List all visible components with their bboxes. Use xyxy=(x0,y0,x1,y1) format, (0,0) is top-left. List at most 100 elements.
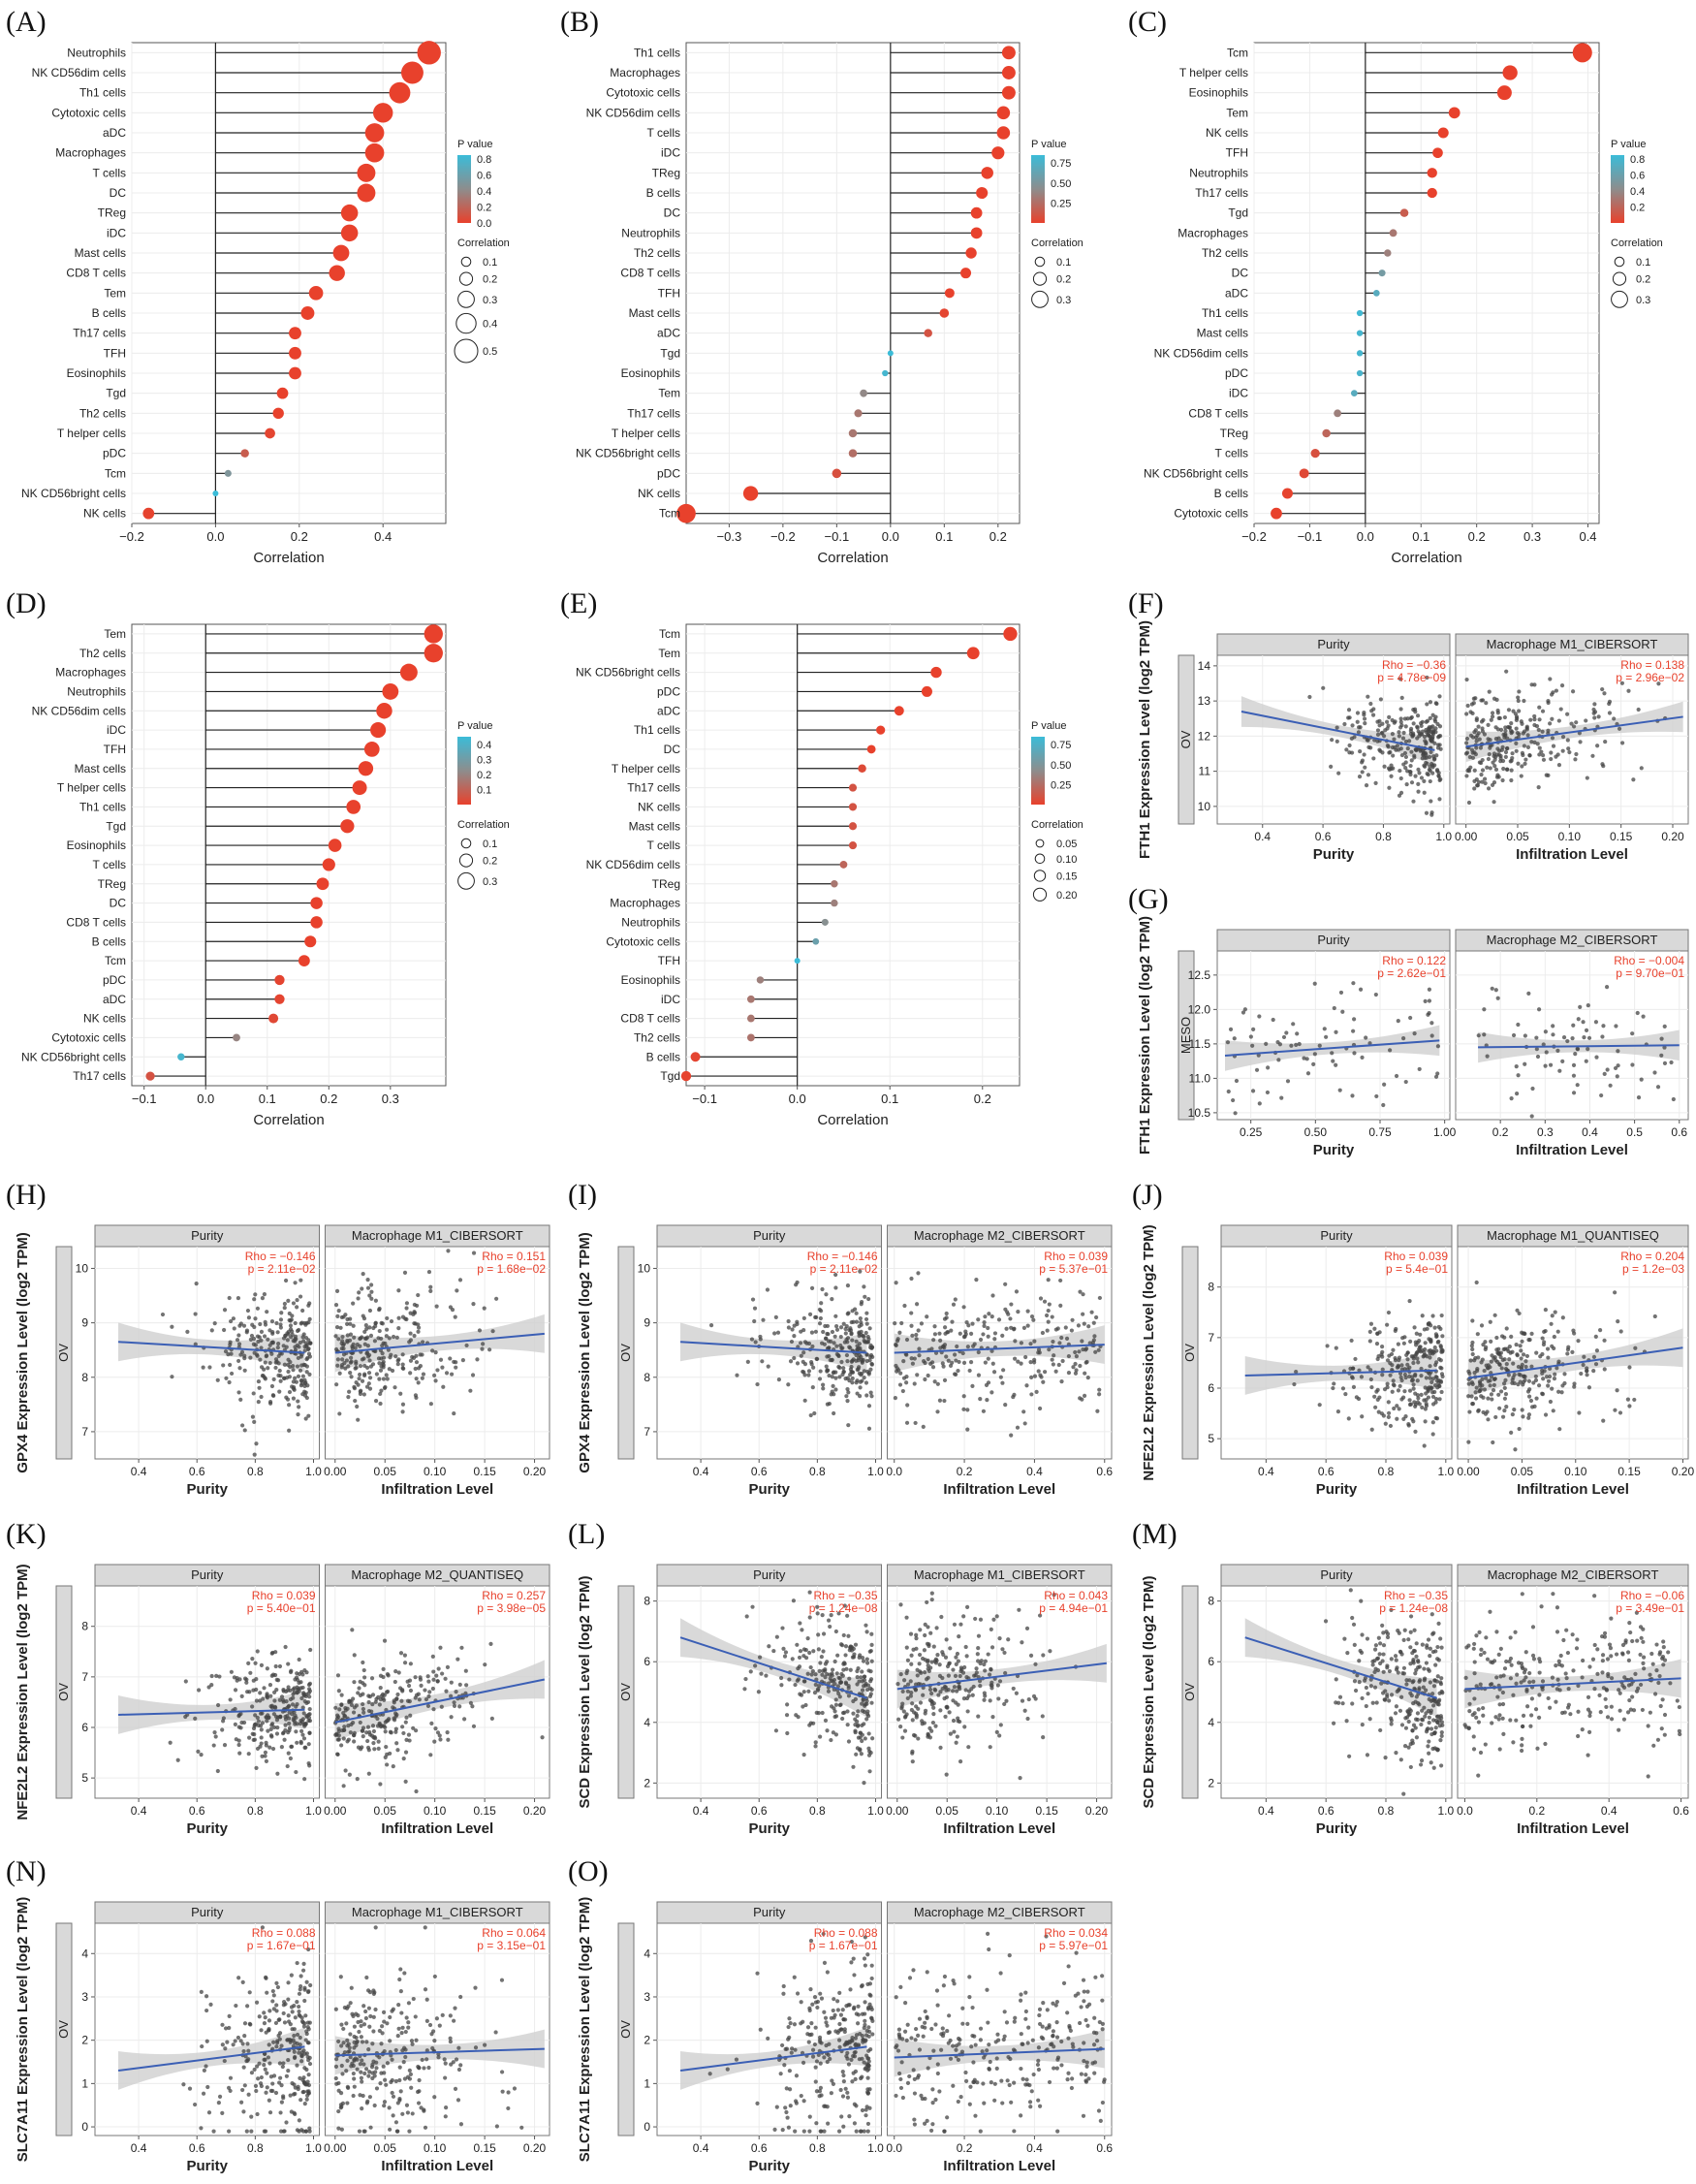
scatter-point xyxy=(1418,1345,1423,1349)
y-tick-label: T cells xyxy=(647,839,680,852)
scatter-point xyxy=(1549,1321,1554,1326)
scatter-point xyxy=(916,1736,921,1741)
scatter-point xyxy=(1000,1647,1005,1652)
scatter-point xyxy=(214,1673,219,1678)
x-tick-label: 1.0 xyxy=(867,1804,884,1818)
scatter-point xyxy=(909,1311,914,1315)
scatter-point xyxy=(361,1728,365,1733)
scatter-point xyxy=(851,1711,856,1716)
y-tick-label: B cells xyxy=(646,1050,680,1063)
scatter-point xyxy=(914,1302,920,1307)
scatter-point xyxy=(432,1373,437,1377)
scatter-point xyxy=(262,1334,267,1339)
scatter-point xyxy=(236,1713,242,1718)
x-tick-label: −0.1 xyxy=(132,1092,157,1106)
scatter-point xyxy=(825,1671,830,1677)
x-tick-label: 0.6 xyxy=(1315,830,1332,843)
scatter-point xyxy=(255,1715,260,1721)
scatter-point xyxy=(1398,707,1403,712)
scatter-point xyxy=(946,1358,951,1363)
scatter-point xyxy=(1374,1389,1379,1394)
scatter-point xyxy=(435,1368,440,1373)
scatter-point xyxy=(1389,1722,1394,1726)
scatter-point xyxy=(1570,1349,1575,1354)
scatter-point xyxy=(1330,738,1335,743)
legend-size-circle xyxy=(1035,839,1045,848)
scatter-point xyxy=(952,1372,958,1377)
scatter-point xyxy=(347,1389,352,1394)
scatter-point xyxy=(823,1718,829,1723)
scatter-point xyxy=(1342,1636,1347,1641)
scatter-point xyxy=(1011,1686,1016,1692)
lollipop-point xyxy=(882,369,889,377)
scatter-point xyxy=(832,1410,836,1416)
scatter-point xyxy=(1091,1320,1096,1325)
scatter-point xyxy=(1536,1007,1542,1012)
scatter-point xyxy=(428,1402,433,1407)
y-tick-label: Cytotoxic cells xyxy=(606,86,680,100)
x-tick-label: 0.25 xyxy=(1240,1125,1263,1139)
scatter-point xyxy=(864,1657,869,1662)
scatter-point xyxy=(1481,1409,1486,1415)
scatter-point xyxy=(360,1286,364,1291)
scatter-point xyxy=(267,1745,272,1750)
lollipop-point xyxy=(876,725,886,735)
scatter-point xyxy=(708,1322,714,1328)
scatter-point xyxy=(1399,1723,1405,1727)
scatter-point xyxy=(1382,1082,1387,1087)
scatter-point xyxy=(160,1312,166,1317)
scatter-point xyxy=(900,1388,905,1394)
scatter-point xyxy=(1424,1688,1429,1693)
scatter-point xyxy=(1503,1377,1508,1382)
scatter-point xyxy=(1417,1066,1422,1072)
scatter-point xyxy=(821,1631,827,1636)
legend-p-tick: 0.8 xyxy=(1630,154,1645,166)
scatter-point xyxy=(236,1333,241,1338)
scatter-point xyxy=(1081,1292,1085,1297)
y-tick-label: 11.5 xyxy=(1189,1037,1211,1051)
scatter-point xyxy=(914,1632,919,1637)
scatter-point xyxy=(334,1382,339,1387)
y-tick-label: Tcm xyxy=(105,466,126,480)
scatter-point xyxy=(1317,1043,1322,1048)
scatter-chart: (H)GPX4 Expression Level (log2 TPM) OV789… xyxy=(6,1179,550,1498)
scatter-point xyxy=(382,1385,388,1391)
scatter-point xyxy=(1050,1357,1054,1362)
scatter-point xyxy=(1405,745,1410,751)
scatter-point xyxy=(1429,1726,1434,1731)
panel-label: (F) xyxy=(1128,587,1164,619)
scatter-point xyxy=(361,1701,365,1707)
scatter-point xyxy=(1491,760,1495,765)
scatter-point xyxy=(1380,1623,1385,1628)
scatter-point xyxy=(378,1401,383,1407)
scatter-point xyxy=(865,1683,871,1688)
scatter-point xyxy=(1619,741,1625,745)
lollipop-point xyxy=(894,706,904,716)
scatter-point xyxy=(1438,746,1443,751)
scatter-point xyxy=(254,1698,260,1703)
scatter-point xyxy=(960,1670,966,1675)
scatter-point xyxy=(1486,1417,1491,1422)
scatter-point xyxy=(986,1325,990,1331)
scatter-point xyxy=(833,1314,838,1318)
lollipop-point xyxy=(821,918,829,926)
scatter-point xyxy=(1242,1007,1247,1012)
scatter-point xyxy=(866,1426,872,1431)
scatter-point xyxy=(944,1311,949,1316)
scatter-point xyxy=(1492,1313,1497,1317)
scatter-point xyxy=(829,1613,833,1618)
scatter-point xyxy=(302,1777,307,1782)
scatter-point xyxy=(1370,1659,1375,1664)
scatter-point xyxy=(1423,1385,1428,1390)
scatter-point xyxy=(1358,748,1363,754)
scatter-point xyxy=(941,1364,946,1369)
scatter-point xyxy=(1071,1365,1076,1370)
scatter-point xyxy=(1433,1415,1438,1421)
plot-area xyxy=(1253,42,1600,524)
scatter-point xyxy=(471,1250,477,1255)
scatter-point xyxy=(801,1704,805,1709)
scatter-point xyxy=(1407,1398,1412,1403)
scatter-point xyxy=(918,1628,923,1632)
x-tick-label: 0.15 xyxy=(473,1465,496,1478)
scatter-point xyxy=(840,1673,845,1678)
